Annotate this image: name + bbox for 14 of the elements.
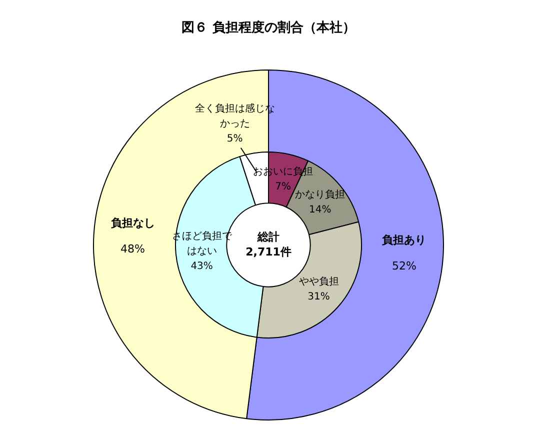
text: 2,711件 <box>246 245 292 258</box>
slice-label: やや負担 <box>298 275 339 288</box>
data-label: 14% <box>309 204 332 216</box>
data-label: 52% <box>392 259 416 272</box>
data-label: 31% <box>308 291 330 302</box>
slice-label: 負担なし <box>110 216 155 230</box>
slice-label: 負担あり <box>381 233 426 246</box>
slice-label: かなり負担 <box>295 188 346 200</box>
data-label: 7% <box>275 182 292 193</box>
text: 総計 <box>256 230 280 244</box>
data-label: 5% <box>226 133 243 144</box>
data-label: 48% <box>120 242 145 256</box>
chart-title: 図６ 負担程度の割合（本社） <box>182 19 356 36</box>
data-label: 43% <box>190 260 213 272</box>
